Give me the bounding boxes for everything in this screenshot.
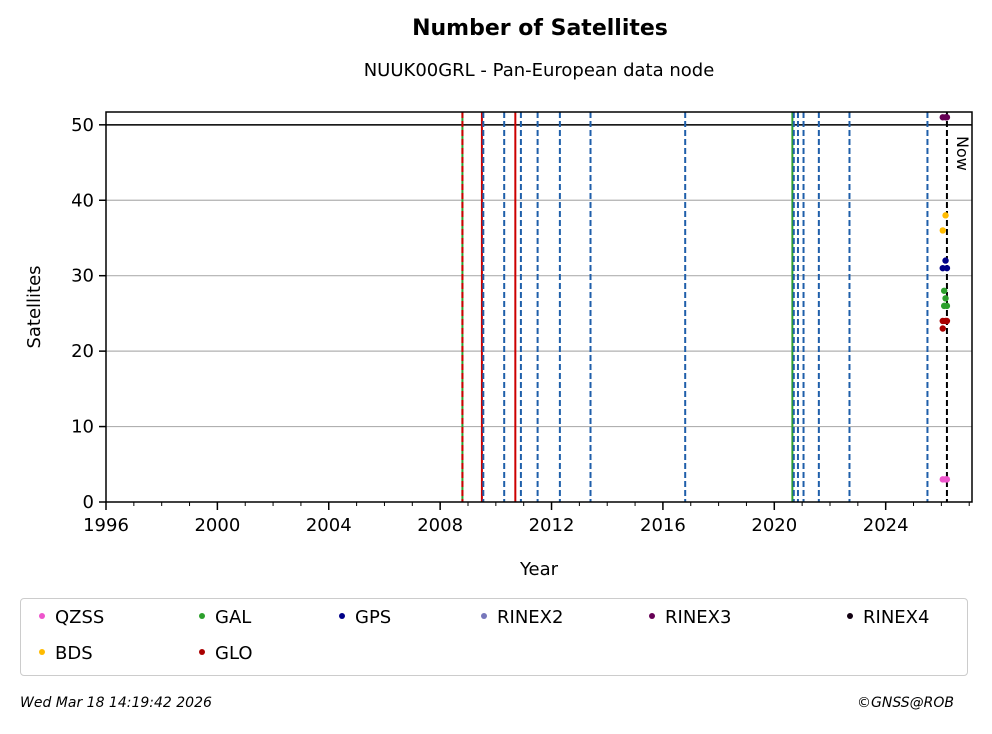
point-bds	[942, 212, 949, 219]
legend-marker	[199, 613, 205, 619]
legend-item-bds: BDS	[39, 643, 93, 665]
x-tick-label: 2012	[529, 515, 575, 536]
legend-label: BDS	[55, 643, 93, 664]
x-tick-label: 2016	[640, 515, 686, 536]
legend-label: RINEX4	[863, 607, 930, 628]
y-tick-label: 40	[71, 190, 94, 211]
plot-frame	[105, 111, 973, 503]
now-label: Now	[953, 136, 972, 171]
y-tick-label: 20	[71, 341, 94, 362]
x-tick-label: 2008	[417, 515, 463, 536]
legend-label: GAL	[215, 607, 252, 628]
point-gps	[942, 257, 949, 264]
y-tick-label: 30	[71, 266, 94, 287]
legend-item-rinex2: RINEX2	[481, 607, 563, 629]
point-glo	[943, 317, 951, 325]
legend-marker	[39, 649, 45, 655]
footer-credit: ©GNSS@ROB	[857, 695, 954, 711]
y-tick-label: 10	[71, 417, 94, 438]
legend-item-gps: GPS	[339, 607, 391, 629]
footer-timestamp: Wed Mar 18 14:19:42 2026	[20, 695, 212, 711]
legend-marker	[199, 649, 205, 655]
legend-label: GLO	[215, 643, 253, 664]
point-gal	[940, 287, 948, 294]
point-gal	[942, 295, 949, 302]
satellites-chart: 1996 2000 2004 2008 2012 2016 2020 2024 0 10 20 30 4…	[24, 111, 973, 580]
x-tick-label: 1996	[83, 515, 129, 536]
x-axis-label: Year	[519, 559, 559, 580]
legend-item-rinex4: RINEX4	[847, 607, 929, 629]
chart-title: Number of Satellites	[412, 16, 668, 41]
point-qzss	[943, 476, 951, 483]
y-tick-label: 0	[83, 492, 94, 513]
x-tick-label: 2024	[863, 515, 909, 536]
legend-item-glo: GLO	[199, 643, 253, 665]
legend-marker	[649, 613, 655, 619]
legend-marker	[481, 613, 487, 619]
point-glo	[939, 325, 946, 332]
point-gal	[943, 302, 951, 310]
x-tick-label: 2004	[306, 515, 352, 536]
legend-label: RINEX2	[497, 607, 564, 628]
legend-label: RINEX3	[665, 607, 732, 628]
point-bds	[939, 227, 946, 234]
y-axis-label: Satellites	[24, 265, 45, 348]
point-gps	[943, 264, 951, 272]
x-tick-label: 2000	[194, 515, 240, 536]
legend-item-gal: GAL	[199, 607, 251, 629]
y-tick-label: 50	[71, 115, 94, 136]
legend-item-rinex3: RINEX3	[649, 607, 731, 629]
legend-marker	[39, 613, 45, 619]
legend: QZSS GAL GPS RINEX2 RINEX3 RINEX4 BDS GLO	[20, 598, 968, 676]
legend-marker	[339, 613, 345, 619]
point-rinex3	[943, 114, 951, 121]
chart-subtitle: NUUK00GRL - Pan-European data node	[363, 60, 715, 81]
legend-item-qzss: QZSS	[39, 607, 104, 629]
legend-marker	[847, 613, 853, 619]
x-tick-label: 2020	[751, 515, 797, 536]
legend-label: GPS	[355, 607, 392, 628]
legend-label: QZSS	[55, 607, 105, 628]
